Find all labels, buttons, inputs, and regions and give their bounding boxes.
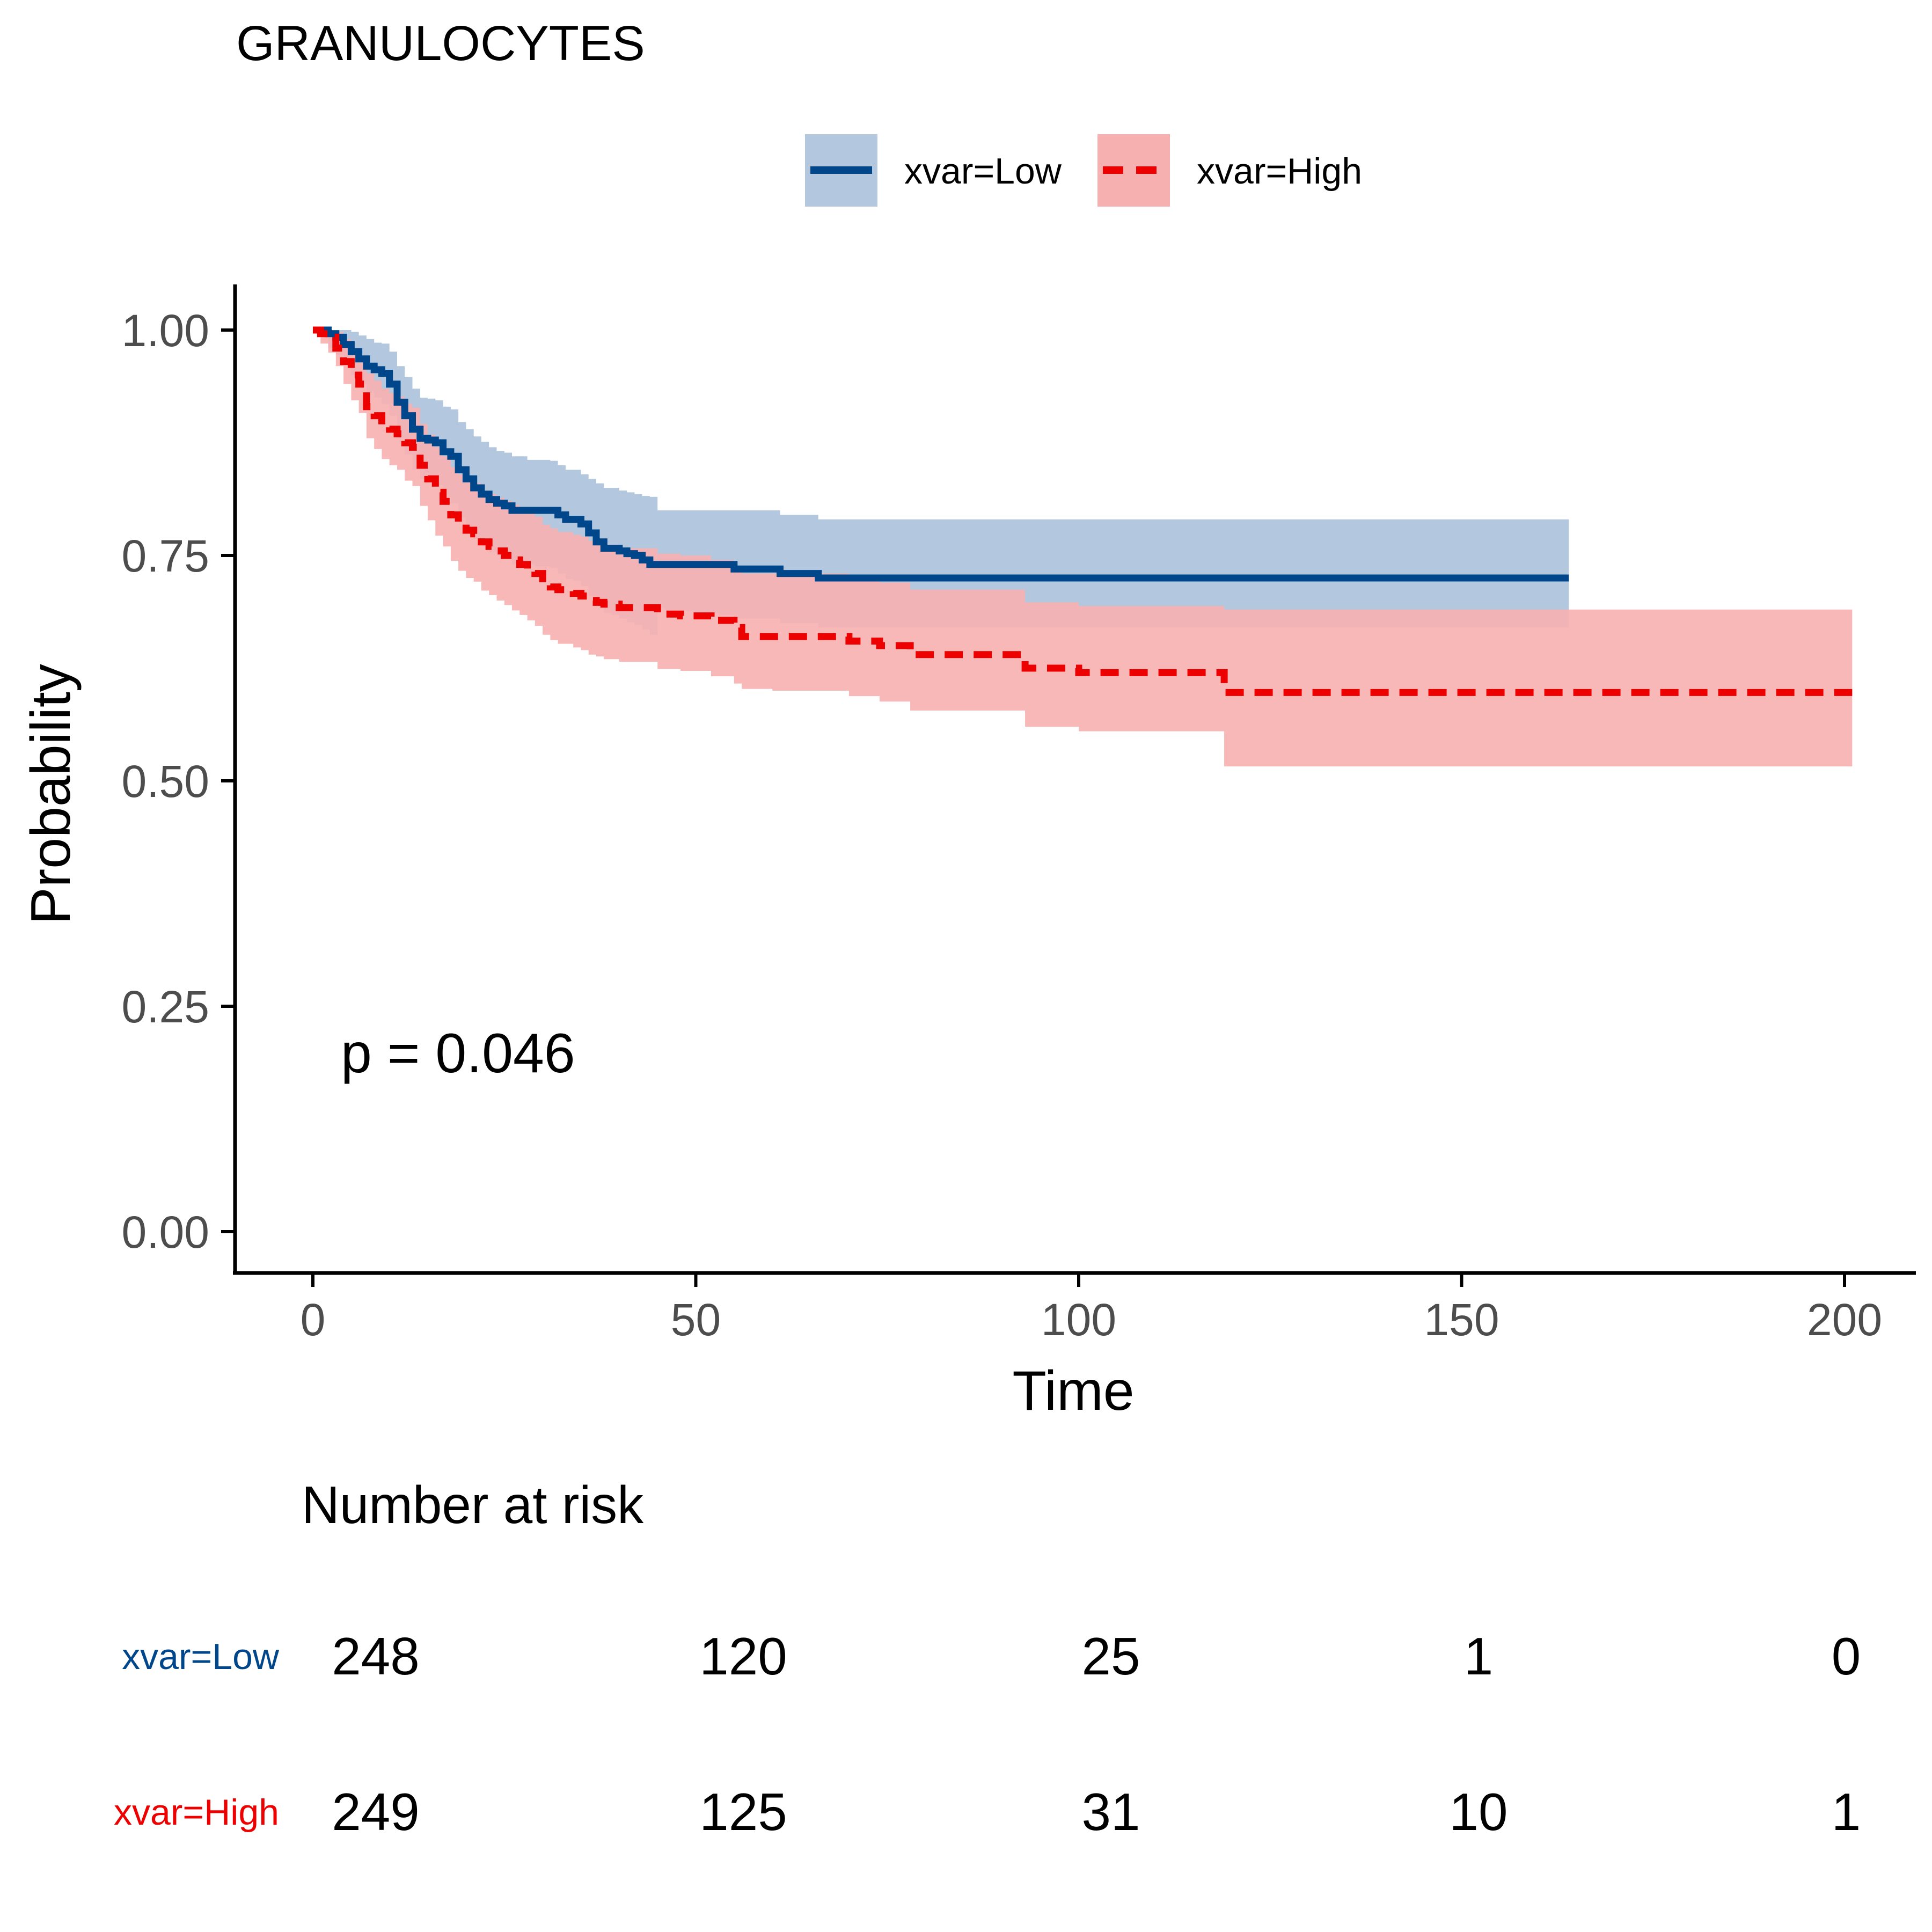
risk-count: 25 — [1081, 1627, 1140, 1686]
risk-table: Number at risk xvar=Low 248 120 25 1 0xvar=Hi… — [114, 1475, 1861, 1841]
risk-count: 10 — [1449, 1782, 1507, 1841]
y-tick-label: 0.25 — [122, 982, 210, 1032]
legend: xvar=Low xvar=High — [805, 134, 1362, 207]
confidence-band-high — [313, 330, 1853, 767]
risk-row-label: xvar=Low — [122, 1636, 280, 1677]
p-value-annotation: p = 0.046 — [341, 1022, 575, 1085]
legend-item-high: xvar=High — [1097, 134, 1362, 207]
legend-label-high: xvar=High — [1197, 151, 1362, 192]
x-axis-label: Time — [1012, 1360, 1134, 1422]
y-tick-label: 0.50 — [122, 756, 210, 807]
confidence-bands — [313, 330, 1853, 767]
risk-count: 125 — [699, 1782, 787, 1841]
y-tick-label: 1.00 — [122, 305, 210, 356]
risk-count: 248 — [332, 1627, 420, 1686]
risk-table-title: Number at risk — [302, 1475, 644, 1534]
y-axis-label: Probability — [20, 664, 82, 925]
survival-curve-low — [313, 326, 1569, 582]
y-tick-label: 0.00 — [122, 1207, 210, 1257]
survival-curve-high — [313, 326, 1853, 696]
x-tick-label: 50 — [671, 1294, 721, 1345]
survival-curves — [313, 326, 1853, 696]
legend-label-low: xvar=Low — [904, 151, 1062, 192]
y-tick-label: 0.75 — [122, 531, 210, 581]
risk-row-high: xvar=High 249 125 31 10 1 — [114, 1782, 1861, 1841]
risk-count: 31 — [1081, 1782, 1140, 1841]
x-tick-label: 150 — [1424, 1294, 1499, 1345]
risk-row-label: xvar=High — [114, 1792, 279, 1833]
x-tick-label: 100 — [1041, 1294, 1116, 1345]
chart-title: GRANULOCYTES — [236, 16, 645, 71]
axes: 0.00 0.25 0.50 0.75 1.00 0 50 100 150 200 — [122, 284, 1916, 1345]
legend-item-low: xvar=Low — [805, 134, 1062, 207]
risk-row-low: xvar=Low 248 120 25 1 0 — [122, 1627, 1861, 1686]
x-tick-label: 0 — [301, 1294, 326, 1345]
x-tick-label: 200 — [1807, 1294, 1882, 1345]
risk-count: 0 — [1832, 1627, 1861, 1686]
x-ticks: 0 50 100 150 200 — [301, 1273, 1882, 1345]
y-ticks: 0.00 0.25 0.50 0.75 1.00 — [122, 305, 235, 1257]
risk-count: 1 — [1464, 1627, 1494, 1686]
risk-count: 1 — [1832, 1782, 1861, 1841]
risk-count: 120 — [699, 1627, 787, 1686]
risk-count: 249 — [332, 1782, 420, 1841]
